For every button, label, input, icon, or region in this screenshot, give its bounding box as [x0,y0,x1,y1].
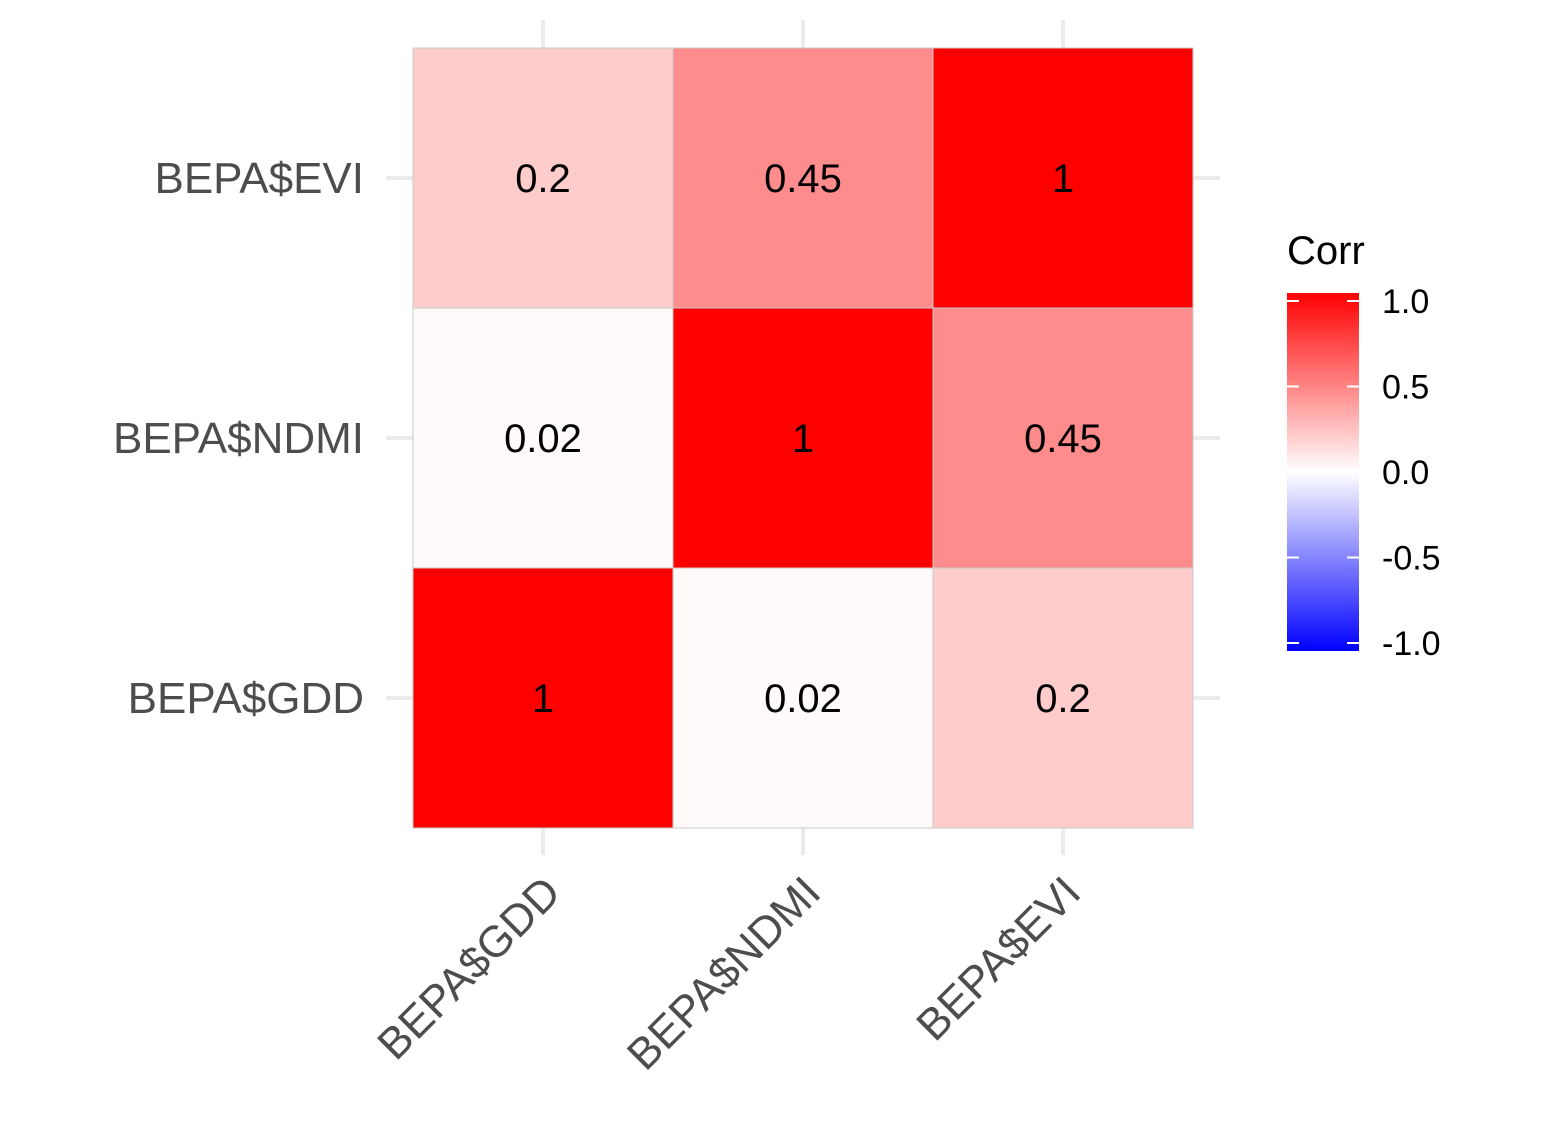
heatmap-cell [412,567,674,829]
heatmap-cell [932,567,1194,829]
legend-break-label: 0.0 [1382,454,1429,492]
cell-value-label: 1 [1052,157,1074,201]
y-tick-label: BEPA$EVI [154,154,364,203]
cell-value-label: 0.02 [764,677,842,721]
heatmap-cell [412,47,674,309]
heatmap-cells [412,47,1194,829]
y-tick-label: BEPA$GDD [128,674,364,723]
cell-value-label: 0.45 [1024,417,1102,461]
cell-value-label: 0.45 [764,157,842,201]
x-tick-label: BEPA$EVI [907,867,1090,1050]
cell-value-labels: 1 0.02 0.2 0.02 1 0.45 0.2 0.45 1 [504,157,1102,721]
x-axis-tick-labels: BEPA$GDD BEPA$NDMI BEPA$EVI [368,867,1090,1079]
legend-break-label: -0.5 [1382,540,1441,578]
heatmap-cell [672,307,934,569]
color-legend: Corr 1.0 0.5 0.0 -0.5 -1.0 [1287,229,1441,663]
legend-break-label: -1.0 [1382,625,1441,663]
legend-title: Corr [1287,229,1365,273]
x-tick-label: BEPA$NDMI [618,867,830,1079]
legend-break-label: 1.0 [1382,283,1429,321]
heatmap-cell [932,47,1194,309]
legend-break-label: 0.5 [1382,369,1429,407]
cell-value-label: 1 [532,677,554,721]
cell-value-label: 1 [792,417,814,461]
heatmap-cell [672,47,934,309]
y-tick-label: BEPA$NDMI [113,414,364,463]
x-tick-label: BEPA$GDD [368,867,570,1069]
cell-value-label: 0.2 [515,157,571,201]
heatmap-cell [932,307,1194,569]
cell-value-label: 0.2 [1035,677,1091,721]
cell-value-label: 0.02 [504,417,582,461]
y-axis-tick-labels: BEPA$GDD BEPA$NDMI BEPA$EVI [113,154,364,723]
